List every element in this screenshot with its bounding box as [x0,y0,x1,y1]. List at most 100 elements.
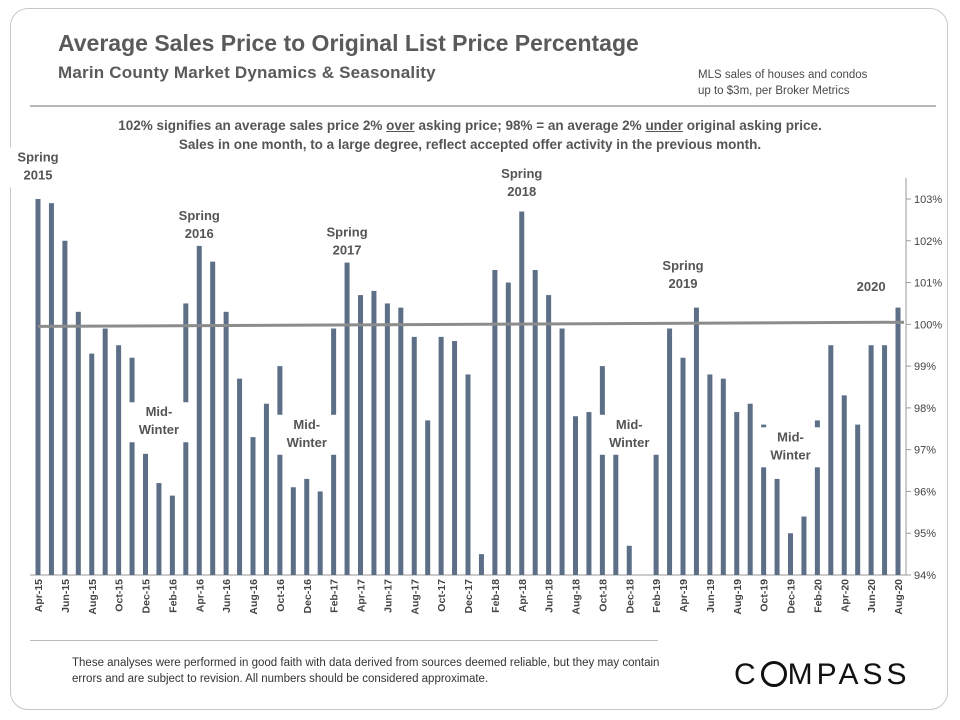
description-text-1: 102% signifies an average sales price 2% [118,118,387,133]
annotation-background [839,276,904,299]
compass-logo: C MPASS [734,658,910,692]
description-under: under [645,118,683,133]
bar [143,453,148,575]
source-note: MLS sales of houses and condos up to $3m… [698,67,898,99]
trend-line [37,320,905,328]
annotation-label: Spring [17,149,58,164]
annotation-label: Mid- [146,404,173,419]
x-tick-label: Dec-19 [786,579,798,614]
x-tick-label: Aug-18 [571,579,583,615]
bar [492,270,498,575]
annotation-label: Spring [501,166,542,181]
annotation-label: Spring [179,208,220,223]
x-tick-label: Oct-15 [114,579,126,612]
bar [371,290,377,575]
bar [411,336,417,575]
x-tick-label: Dec-15 [141,579,153,614]
annotation-label: Winter [609,435,649,450]
bar [788,533,793,575]
y-tick-label: 95% [914,528,936,540]
bar [707,374,713,575]
x-tick-label: Dec-18 [624,579,636,614]
disclaimer-text: These analyses were performed in good fa… [72,657,660,685]
annotation-background [597,414,662,455]
x-tick-label: Apr-18 [517,579,529,612]
logo-letter-c: C [734,658,760,691]
y-tick-label: 103% [914,194,942,206]
annotation-label: 2017 [333,243,362,258]
bar [317,491,323,575]
x-tick-label: Feb-17 [329,579,341,613]
x-tick-label: Jun-16 [221,579,233,613]
annotation-label: 2015 [24,167,53,182]
x-tick-label: Feb-19 [651,579,663,613]
bar [156,483,162,575]
bar [868,345,874,575]
annotation-label: Mid- [616,417,643,432]
bar [532,270,538,575]
bar [465,374,471,575]
annotation-label: 2016 [185,226,214,241]
bar [304,478,310,575]
bar [653,453,659,575]
bar [196,240,202,575]
bar [505,282,511,575]
x-tick-label: Apr-19 [678,579,690,612]
chart-subtitle: Marin County Market Dynamics & Seasonali… [58,63,436,82]
bar [277,366,283,575]
bar [344,261,350,575]
bar [425,420,431,575]
bar [667,328,673,575]
bar [223,311,229,575]
y-tick-label: 99% [914,361,936,373]
bar [801,516,807,575]
description-text-2: asking price; 98% = an average 2% [414,118,646,133]
y-tick-label: 97% [914,445,936,457]
x-tick-label: Feb-18 [490,579,502,613]
description-text-3: original asking price. Sales in one mont… [178,118,822,152]
annotation-label: Spring [662,258,703,273]
bar [169,495,175,575]
annotation-label: 2019 [669,276,698,291]
chart-frame [10,8,948,710]
bar [89,353,95,575]
y-tick-label: 98% [914,403,936,415]
footer-divider [30,640,658,641]
x-tick-label: Apr-16 [194,579,206,612]
annotation-label: Mid- [777,429,804,444]
annotation-label: Mid- [293,417,320,432]
annotation-background [167,205,232,246]
x-tick-label: Apr-15 [33,579,45,612]
annotation-background [126,402,191,443]
bar [855,424,861,575]
bar [398,307,404,575]
logo-o-circle [760,661,787,687]
x-tick-label: Oct-17 [436,579,448,612]
bar [478,554,484,575]
bar [626,545,632,575]
x-tick-label: Aug-16 [248,579,260,615]
x-tick-label: Feb-20 [812,579,824,613]
bar [559,328,565,575]
annotation-label: 2020 [857,279,886,294]
logo-letters: MPASS [787,658,911,691]
bar [438,336,444,575]
x-tick-label: Jun-19 [705,579,717,613]
bar [116,345,122,575]
bar [734,412,740,575]
bar [693,307,699,575]
bar [814,420,820,575]
x-tick-label: Jun-18 [544,579,556,613]
annotation-background [758,427,823,468]
x-tick-label: Oct-19 [759,579,771,612]
bar [129,357,135,575]
x-tick-label: Oct-18 [597,579,609,612]
bar [75,311,81,575]
bar [828,345,834,575]
y-tick-label: 102% [914,236,942,248]
x-tick-label: Dec-16 [302,579,314,614]
bar [841,395,847,575]
bar [680,357,686,575]
x-tick-label: Dec-17 [463,579,475,614]
annotation-label: Winter [139,422,179,437]
